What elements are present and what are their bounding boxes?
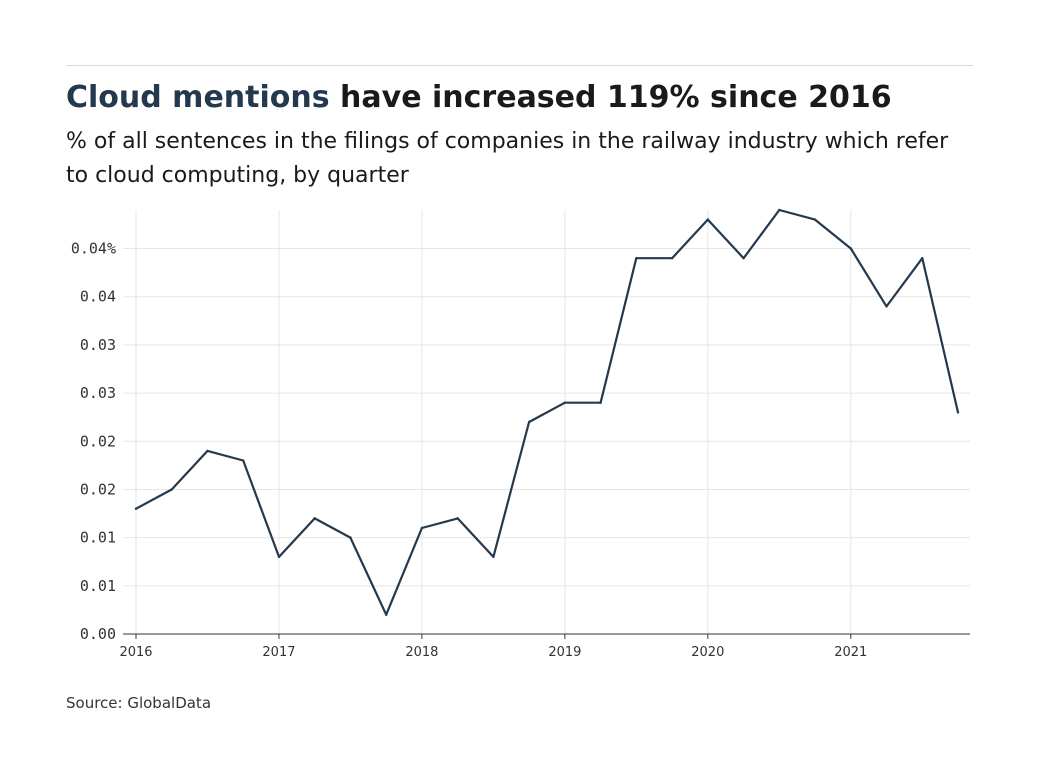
y-tick-label: 0.03 — [80, 384, 116, 402]
source-note: Source: GlobalData — [66, 694, 212, 712]
data-point — [563, 401, 567, 404]
data-point — [813, 218, 817, 221]
y-tick-label: 0.03 — [80, 336, 116, 354]
data-point — [170, 488, 173, 491]
data-point — [242, 459, 245, 462]
top-divider — [66, 65, 973, 66]
data-point — [527, 420, 531, 424]
x-tick-label: 2019 — [548, 645, 581, 660]
data-point — [134, 507, 138, 510]
chart-subtitle: % of all sentences in the filings of com… — [66, 129, 949, 188]
data-point — [420, 526, 424, 530]
data-point — [778, 208, 781, 212]
y-tick-label: 0.00 — [80, 625, 116, 643]
y-tick-label: 0.04% — [71, 240, 116, 258]
data-point — [599, 401, 602, 404]
y-tick-label: 0.01 — [80, 577, 116, 595]
x-tick-label: 2017 — [262, 645, 295, 660]
data-point — [384, 613, 388, 616]
data-point — [492, 555, 495, 559]
y-tick-label: 0.01 — [80, 529, 116, 547]
data-point — [956, 411, 960, 414]
title-rest: have increased 119% since 2016 — [329, 80, 892, 115]
x-tick-label: 2018 — [405, 645, 438, 660]
series-line — [134, 208, 960, 616]
data-point — [670, 256, 674, 260]
data-point — [635, 256, 638, 260]
data-point — [742, 256, 745, 260]
y-tick-label: 0.04 — [80, 288, 116, 306]
x-tick-label: 2020 — [691, 645, 724, 660]
data-point — [277, 555, 281, 559]
title-highlight: Cloud mentions — [66, 80, 330, 115]
data-point — [706, 218, 710, 221]
data-point — [349, 536, 352, 539]
y-tick-label: 0.02 — [80, 480, 116, 498]
data-point — [456, 517, 459, 520]
data-point — [849, 247, 852, 250]
x-tick-label: 2016 — [119, 645, 152, 660]
chart-title: Cloud mentions have increased 119% since… — [66, 80, 892, 115]
data-point — [885, 305, 888, 308]
data-point — [921, 256, 924, 260]
data-point — [313, 517, 316, 520]
x-tick-label: 2021 — [834, 645, 867, 660]
data-point — [206, 449, 209, 453]
y-tick-label: 0.02 — [80, 432, 116, 450]
